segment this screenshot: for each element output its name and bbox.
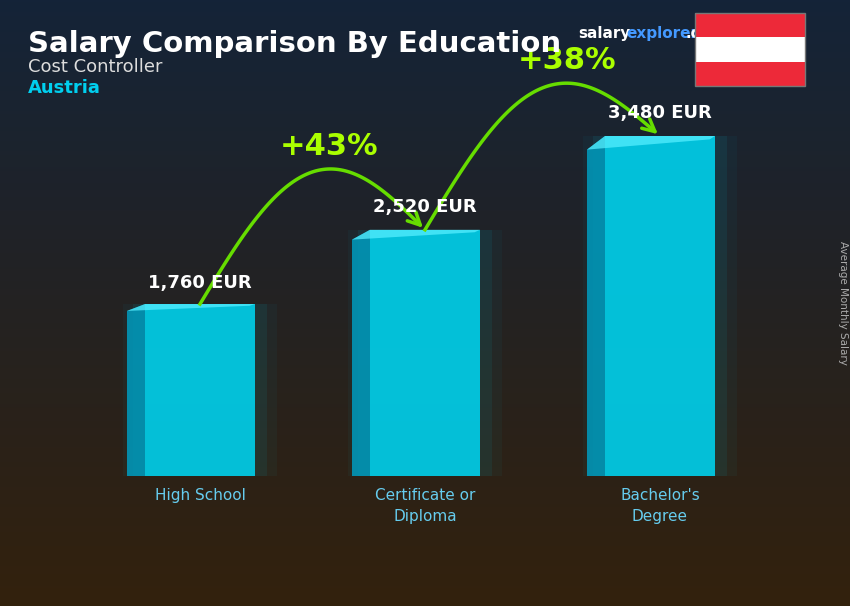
Polygon shape [358,230,492,476]
Text: +43%: +43% [280,132,379,161]
Polygon shape [587,136,715,150]
Text: High School: High School [155,488,246,503]
Text: .com: .com [686,26,727,41]
Polygon shape [605,136,715,476]
Text: Salary Comparison By Education: Salary Comparison By Education [28,30,561,58]
Polygon shape [587,136,605,476]
Polygon shape [133,304,267,476]
Text: Certificate or
Diploma: Certificate or Diploma [375,488,475,524]
Text: 2,520 EUR: 2,520 EUR [373,198,477,216]
Text: Austria: Austria [28,79,101,97]
Bar [695,13,805,38]
Text: Bachelor's
Degree: Bachelor's Degree [620,488,700,524]
Polygon shape [370,230,480,476]
Polygon shape [127,304,145,476]
Text: Cost Controller: Cost Controller [28,58,162,76]
Text: salary: salary [578,26,631,41]
Bar [695,38,805,62]
Bar [695,62,805,86]
Polygon shape [352,230,370,476]
Polygon shape [145,304,255,476]
Polygon shape [593,136,727,476]
Text: explorer: explorer [626,26,698,41]
Text: 3,480 EUR: 3,480 EUR [608,104,711,122]
Text: Average Monthly Salary: Average Monthly Salary [838,241,848,365]
Polygon shape [352,230,480,239]
Text: +38%: +38% [518,46,617,75]
Polygon shape [127,304,255,311]
Text: 1,760 EUR: 1,760 EUR [148,274,252,292]
Bar [695,13,805,86]
